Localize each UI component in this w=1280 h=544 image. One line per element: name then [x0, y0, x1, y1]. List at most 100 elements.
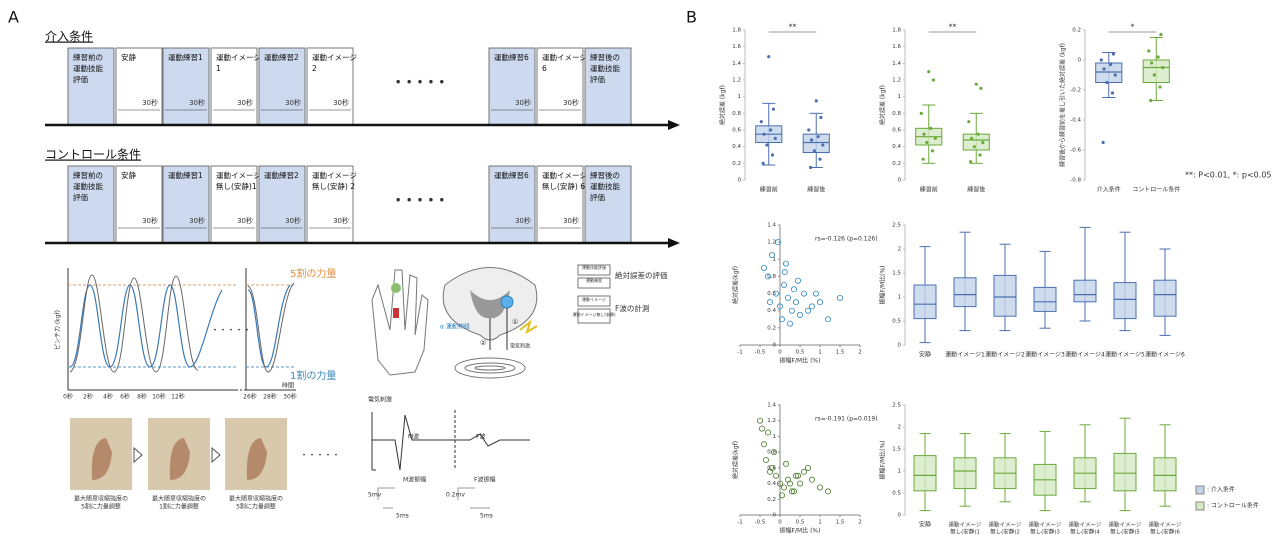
y-tick-label: 0: [773, 513, 777, 519]
block-label: 運動イメージ: [542, 171, 587, 180]
box: [913, 284, 937, 320]
y-tick-label: 1.4: [767, 403, 776, 409]
point: [1149, 98, 1153, 103]
point: [921, 157, 925, 161]
point: [797, 311, 804, 318]
point: [825, 316, 832, 323]
timeline-block: [115, 165, 163, 244]
y-tick-label: 2.5: [892, 403, 901, 409]
wave-label: M波振幅: [403, 476, 426, 484]
point: [773, 136, 777, 140]
block-label: 評価: [590, 74, 605, 84]
legend-label: F波の計測: [615, 303, 649, 313]
photo-caption: 5割に力量調整: [81, 503, 121, 511]
y-tick-label: 0.2: [767, 325, 776, 331]
y-tick-label: 0.4: [767, 308, 776, 314]
point: [781, 484, 788, 491]
arrow-head: [668, 238, 680, 248]
wave-label: 5ms: [480, 513, 493, 520]
point: [767, 55, 771, 59]
significance: *: [1131, 23, 1135, 32]
timeline-block: [162, 165, 210, 244]
timeline-block: [488, 47, 536, 126]
block-label: 運動イメージ: [216, 171, 261, 180]
timeline-block: [536, 165, 584, 244]
point: [765, 273, 772, 280]
y-tick-label: 1: [898, 295, 902, 301]
timeline-block: [162, 47, 210, 126]
x-tick-label: 0.5: [796, 520, 805, 526]
box: [962, 133, 990, 151]
label: 電気刺激: [510, 343, 530, 350]
y-tick-label: 0.5: [892, 491, 901, 497]
point: [972, 145, 976, 149]
point: [769, 251, 776, 258]
y-tick-label: -0.8: [1070, 178, 1081, 184]
force-plot-art: [67, 268, 296, 391]
x-tick-label: 0.5: [796, 350, 805, 356]
photo-caption: 最大随意収縮強度の: [152, 495, 206, 503]
x-tick-label: 運動イメージ: [1109, 521, 1142, 529]
duration-label: 30秒: [285, 98, 301, 107]
block-label: 評価: [73, 74, 88, 84]
y-tick-label: 1.5: [892, 271, 901, 277]
y-tick-label: -0.2: [1070, 88, 1081, 94]
point: [777, 480, 784, 487]
x-tick-label: 30秒: [283, 393, 297, 401]
point: [1102, 67, 1106, 71]
ellipsis: • • • • •: [395, 76, 446, 90]
point: [974, 82, 978, 86]
point: [791, 488, 798, 495]
y-tick-label: 1: [773, 434, 777, 440]
point: [801, 290, 808, 297]
x-tick-label: 運動イメージ: [1029, 521, 1062, 529]
y-axis-label: 絶対誤差(kgf): [732, 441, 740, 479]
point: [767, 468, 774, 475]
point: [825, 488, 832, 495]
x-tick-label: コントロール条件: [1132, 186, 1180, 194]
point: [781, 269, 788, 276]
timeline-block: [306, 47, 354, 126]
block-label: 運動練習6: [494, 170, 529, 180]
block-label: 1: [216, 64, 221, 73]
duration-label: 30秒: [563, 98, 579, 107]
block-label: 練習前の: [73, 52, 103, 62]
y-tick-label: -0.6: [1070, 148, 1081, 154]
label: ①: [512, 318, 518, 326]
block-label: 無し(安静) 6: [542, 181, 585, 191]
point: [791, 286, 798, 293]
y-tick-label: 0: [898, 178, 902, 184]
note: **: P<0.01, *: p<0.05: [1185, 171, 1272, 180]
x-tick-label: 運動イメージ: [949, 521, 982, 529]
box: [1113, 282, 1137, 320]
point: [976, 132, 980, 136]
point: [813, 290, 820, 297]
point: [1099, 58, 1103, 62]
y-tick-label: 1: [738, 94, 742, 100]
ellipsis: • • • • •: [395, 194, 446, 208]
y-tick-label: 1.2: [767, 418, 776, 424]
timeline-block: [115, 47, 163, 126]
point: [1109, 62, 1113, 67]
y-tick-label: 0.6: [767, 465, 776, 471]
annotation: rs=-0.126 (p=0.126): [815, 236, 878, 243]
legend-item: 運動イメージ: [582, 296, 606, 302]
ellipsis: ・・・・・: [211, 326, 251, 335]
legend-label: : 介入条件: [1207, 486, 1235, 494]
box: [802, 133, 830, 154]
duration-label: 30秒: [237, 216, 253, 225]
point: [793, 299, 800, 306]
y-tick-label: 0.8: [767, 450, 776, 456]
timeline-block: [210, 165, 258, 244]
timeline-block: [584, 47, 632, 126]
point: [817, 299, 824, 306]
x-tick-label: 無し(安静)4: [1070, 528, 1100, 536]
ellipsis: ・・・・・: [300, 451, 340, 460]
timeline-block: [536, 47, 584, 126]
box: [993, 274, 1017, 317]
x-tick-label: 無し(安静)5: [1110, 528, 1140, 536]
y-tick-label: 0.4: [732, 144, 741, 150]
block-label: 練習後の: [590, 170, 620, 180]
x-tick-label: 1: [818, 520, 822, 526]
legend-label: 絶対誤差の評価: [615, 270, 668, 280]
